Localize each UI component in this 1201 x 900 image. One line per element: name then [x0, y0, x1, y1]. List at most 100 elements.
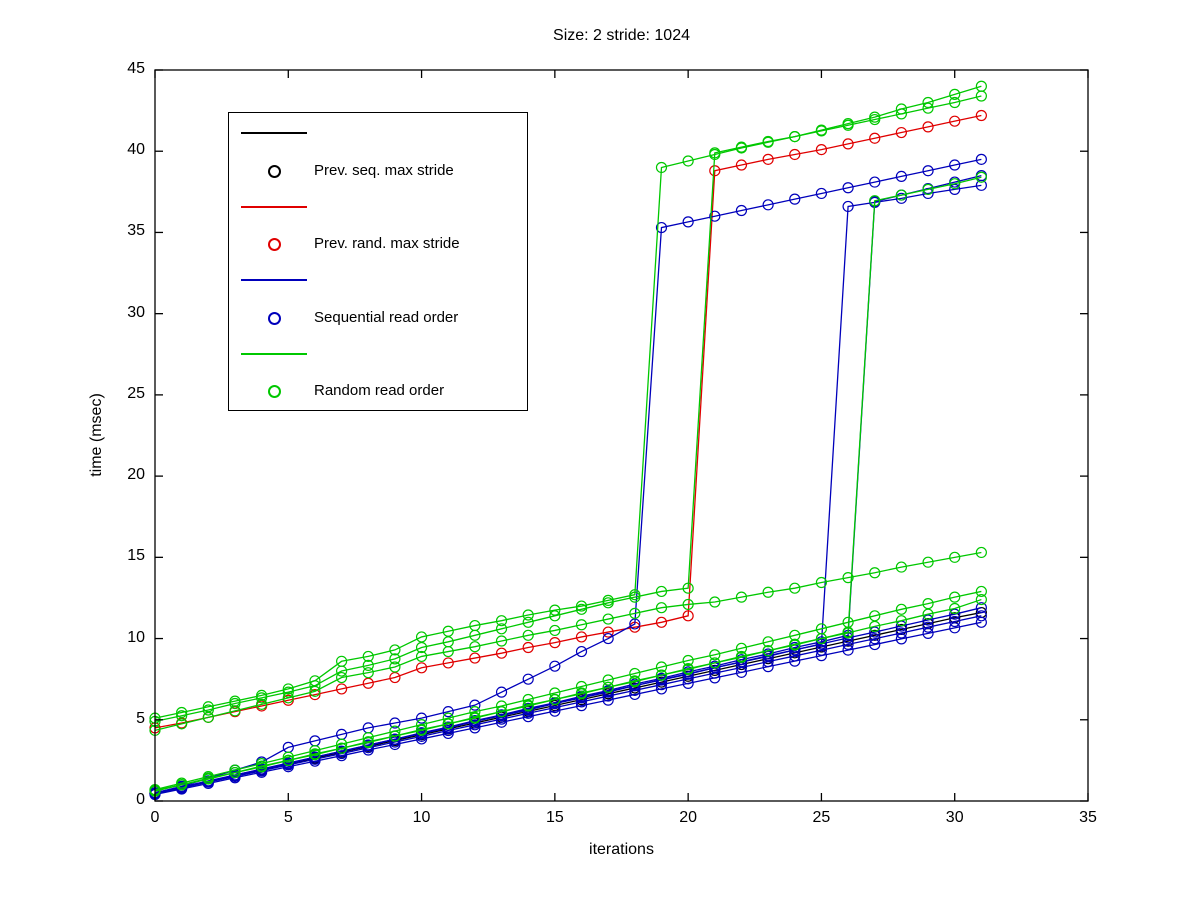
series-rand_4-marker: [442, 718, 454, 730]
series-seq_3-marker: [336, 745, 348, 758]
series-rand_3-marker: [735, 591, 748, 603]
series-rand_3-line: [154, 551, 982, 731]
series-prev_rand_max_stride-marker: [469, 652, 481, 664]
series-prev_rand_max_stride-marker: [895, 126, 908, 139]
series-rand_5-marker: [442, 712, 454, 724]
series-seq_1-marker: [922, 165, 934, 177]
series-rand_3-marker: [415, 650, 428, 663]
series-rand_2-marker: [362, 659, 374, 671]
series-rand_1-marker: [202, 701, 214, 713]
series-seq_3-marker: [655, 672, 668, 684]
series-rand_3-marker: [789, 582, 801, 594]
series-rand_4-marker: [789, 638, 801, 650]
series-rand_2-marker: [575, 603, 588, 615]
series-rand_4-marker: [389, 730, 401, 742]
series-seq_3-marker: [389, 733, 401, 745]
series-rand_5-marker: [282, 751, 294, 763]
legend-line-sample-black: [241, 132, 307, 134]
series-rand_6-marker: [975, 593, 987, 606]
series-rand_6-marker: [922, 608, 934, 620]
series-rand_2-marker: [949, 96, 961, 109]
series-prev_seq_max_stride-marker: [869, 629, 881, 641]
series-rand_1-marker: [575, 600, 588, 612]
series-seq_3-marker: [442, 721, 454, 733]
series-rand_1-marker: [895, 103, 908, 115]
series-rand_4-marker: [282, 754, 294, 766]
series-prev_seq_max_stride-marker: [709, 664, 721, 676]
series-rand_2-marker: [522, 616, 534, 628]
series-seq_2-marker: [895, 192, 908, 204]
series-seq_2-marker: [842, 200, 854, 213]
series-rand_4-marker: [336, 742, 348, 754]
legend-line-sample-green: [241, 353, 307, 356]
series-seq_4-marker: [922, 614, 934, 626]
series-prev_rand_max_stride-marker: [309, 688, 321, 701]
series-seq_5-marker: [469, 719, 481, 731]
series-seq_5-marker: [415, 730, 428, 742]
series-prev_rand_max_stride-marker: [922, 121, 934, 133]
y-tick-label: 15: [127, 547, 145, 565]
series-rand_1-marker: [362, 650, 374, 663]
series-rand_3-marker: [549, 624, 561, 637]
series-rand_1-marker: [495, 615, 508, 627]
legend-line-sample-blue: [241, 279, 307, 282]
series-seq_6-marker: [682, 677, 694, 689]
series-seq_1-marker: [389, 717, 401, 729]
x-tick-label: 35: [1079, 809, 1097, 826]
series-seq_3-marker: [229, 770, 241, 782]
circle-icon: [268, 238, 281, 252]
series-rand_4-marker: [256, 760, 268, 772]
series-seq_1-marker: [975, 153, 987, 165]
x-tick-label: 20: [679, 809, 698, 826]
series-rand_4-marker: [949, 178, 961, 190]
series-prev_rand_max_stride-marker: [815, 143, 828, 156]
series-rand_1-marker: [975, 80, 987, 92]
series-rand_6-marker: [869, 620, 881, 632]
series-seq_5-marker: [442, 724, 454, 737]
series-prev_seq_max_stride-marker: [842, 635, 854, 647]
series-rand_3-marker: [602, 613, 614, 625]
series-rand_1-marker: [842, 118, 854, 130]
series-rand_5-marker: [336, 738, 348, 750]
series-seq_4-marker: [949, 608, 961, 620]
series-rand_2-marker: [549, 610, 561, 622]
x-tick-label: 0: [150, 809, 160, 826]
series-rand_4-marker: [176, 779, 188, 791]
series-rand_3-marker: [842, 572, 854, 584]
series-rand_4-marker: [522, 699, 534, 711]
series-rand_1-marker: [629, 589, 641, 601]
series-seq_5-line: [154, 615, 982, 795]
series-rand_1-marker: [309, 675, 321, 687]
series-prev_rand_max_stride-marker: [709, 165, 721, 177]
series-rand_1-marker: [762, 136, 774, 148]
series-rand_1-marker: [522, 609, 534, 621]
series-rand_3-marker: [336, 671, 348, 684]
y-tick-label: 35: [127, 222, 145, 240]
series-prev_rand_max_stride-marker: [522, 641, 534, 654]
series-seq_1-marker: [495, 686, 508, 698]
series-rand_4-marker: [735, 650, 748, 663]
series-prev_rand_max_stride-marker: [949, 115, 961, 127]
series-rand_2-marker: [202, 704, 214, 716]
series-prev_rand_max_stride-marker: [549, 637, 561, 649]
series-seq_1-marker: [842, 182, 854, 194]
series-rand_4-marker: [362, 736, 374, 748]
series-seq_6-marker: [922, 627, 934, 639]
series-rand_4-marker: [842, 626, 854, 638]
series-seq_5-marker: [895, 627, 908, 639]
series-rand_1-marker: [709, 148, 721, 161]
series-rand_3-marker: [815, 576, 828, 589]
series-seq_1-marker: [869, 176, 881, 188]
series-rand_3-marker: [176, 718, 188, 730]
series-rand_1-marker: [442, 625, 454, 637]
series-seq_1-marker: [415, 712, 428, 724]
series-seq_1-marker: [709, 210, 721, 222]
series-rand_1-marker: [815, 124, 828, 136]
series-rand_1-marker: [949, 88, 961, 100]
y-tick-label: 5: [136, 709, 145, 727]
series-rand_1-marker: [389, 644, 401, 656]
circle-icon: [268, 165, 281, 178]
series-prev_rand_max_stride-marker: [735, 159, 748, 171]
legend-line-sample-red: [241, 205, 307, 208]
series-seq_1-marker: [655, 221, 668, 234]
